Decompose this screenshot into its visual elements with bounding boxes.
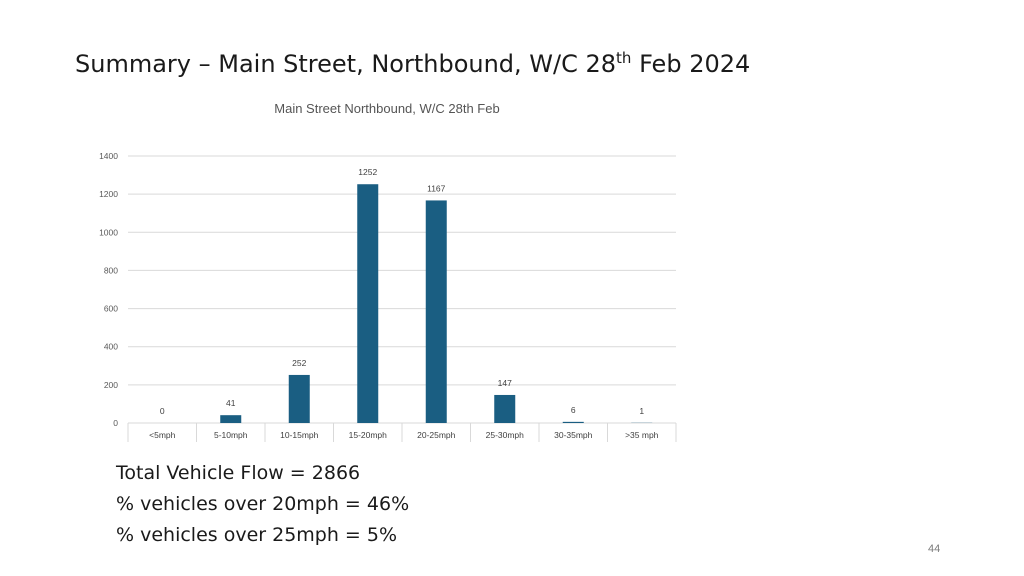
- over-25mph-text: % vehicles over 25mph = 5%: [116, 524, 398, 546]
- data-label: 1252: [358, 167, 377, 177]
- data-label: 147: [498, 378, 512, 388]
- chart-title: Main Street Northbound, W/C 28th Feb: [274, 101, 500, 116]
- bar: [357, 184, 379, 423]
- y-tick-label: 1000: [99, 227, 118, 237]
- x-tick-label: 30-35mph: [554, 430, 593, 440]
- slide-title: Summary – Main Street, Northbound, W/C 2…: [75, 50, 750, 78]
- x-tick-label: >35 mph: [625, 430, 659, 440]
- slide-title-main: Summary – Main Street, Northbound, W/C 2…: [75, 50, 617, 78]
- bar: [425, 200, 447, 423]
- data-label: 1167: [427, 183, 446, 193]
- x-tick-label: <5mph: [149, 430, 175, 440]
- y-tick-label: 1400: [99, 151, 118, 161]
- bar: [494, 394, 516, 423]
- y-tick-label: 600: [104, 304, 118, 314]
- summary-block: Total Vehicle Flow = 2866 % vehicles ove…: [116, 458, 409, 551]
- x-tick-label: 25-30mph: [486, 430, 525, 440]
- x-tick-label: 5-10mph: [214, 430, 248, 440]
- data-label: 41: [226, 398, 236, 408]
- y-tick-label: 400: [104, 342, 118, 352]
- slide-title-end: Feb 2024: [631, 50, 751, 78]
- x-tick-label: 10-15mph: [280, 430, 319, 440]
- bar: [562, 421, 584, 423]
- bar: [220, 415, 242, 423]
- y-tick-label: 200: [104, 380, 118, 390]
- data-label: 1: [639, 406, 644, 416]
- over-20mph-text: % vehicles over 20mph = 46%: [116, 493, 410, 515]
- y-tick-label: 0: [113, 418, 118, 428]
- x-tick-label: 20-25mph: [417, 430, 456, 440]
- page-number: 44: [928, 543, 941, 555]
- data-label: 252: [292, 358, 306, 368]
- data-label: 6: [571, 405, 576, 415]
- bar: [288, 374, 310, 423]
- data-label: 0: [160, 406, 165, 416]
- y-tick-label: 800: [104, 265, 118, 275]
- y-tick-label: 1200: [99, 189, 118, 199]
- slide-title-superscript: th: [616, 49, 632, 67]
- total-flow-text: Total Vehicle Flow = 2866: [116, 462, 361, 484]
- x-tick-label: 15-20mph: [349, 430, 388, 440]
